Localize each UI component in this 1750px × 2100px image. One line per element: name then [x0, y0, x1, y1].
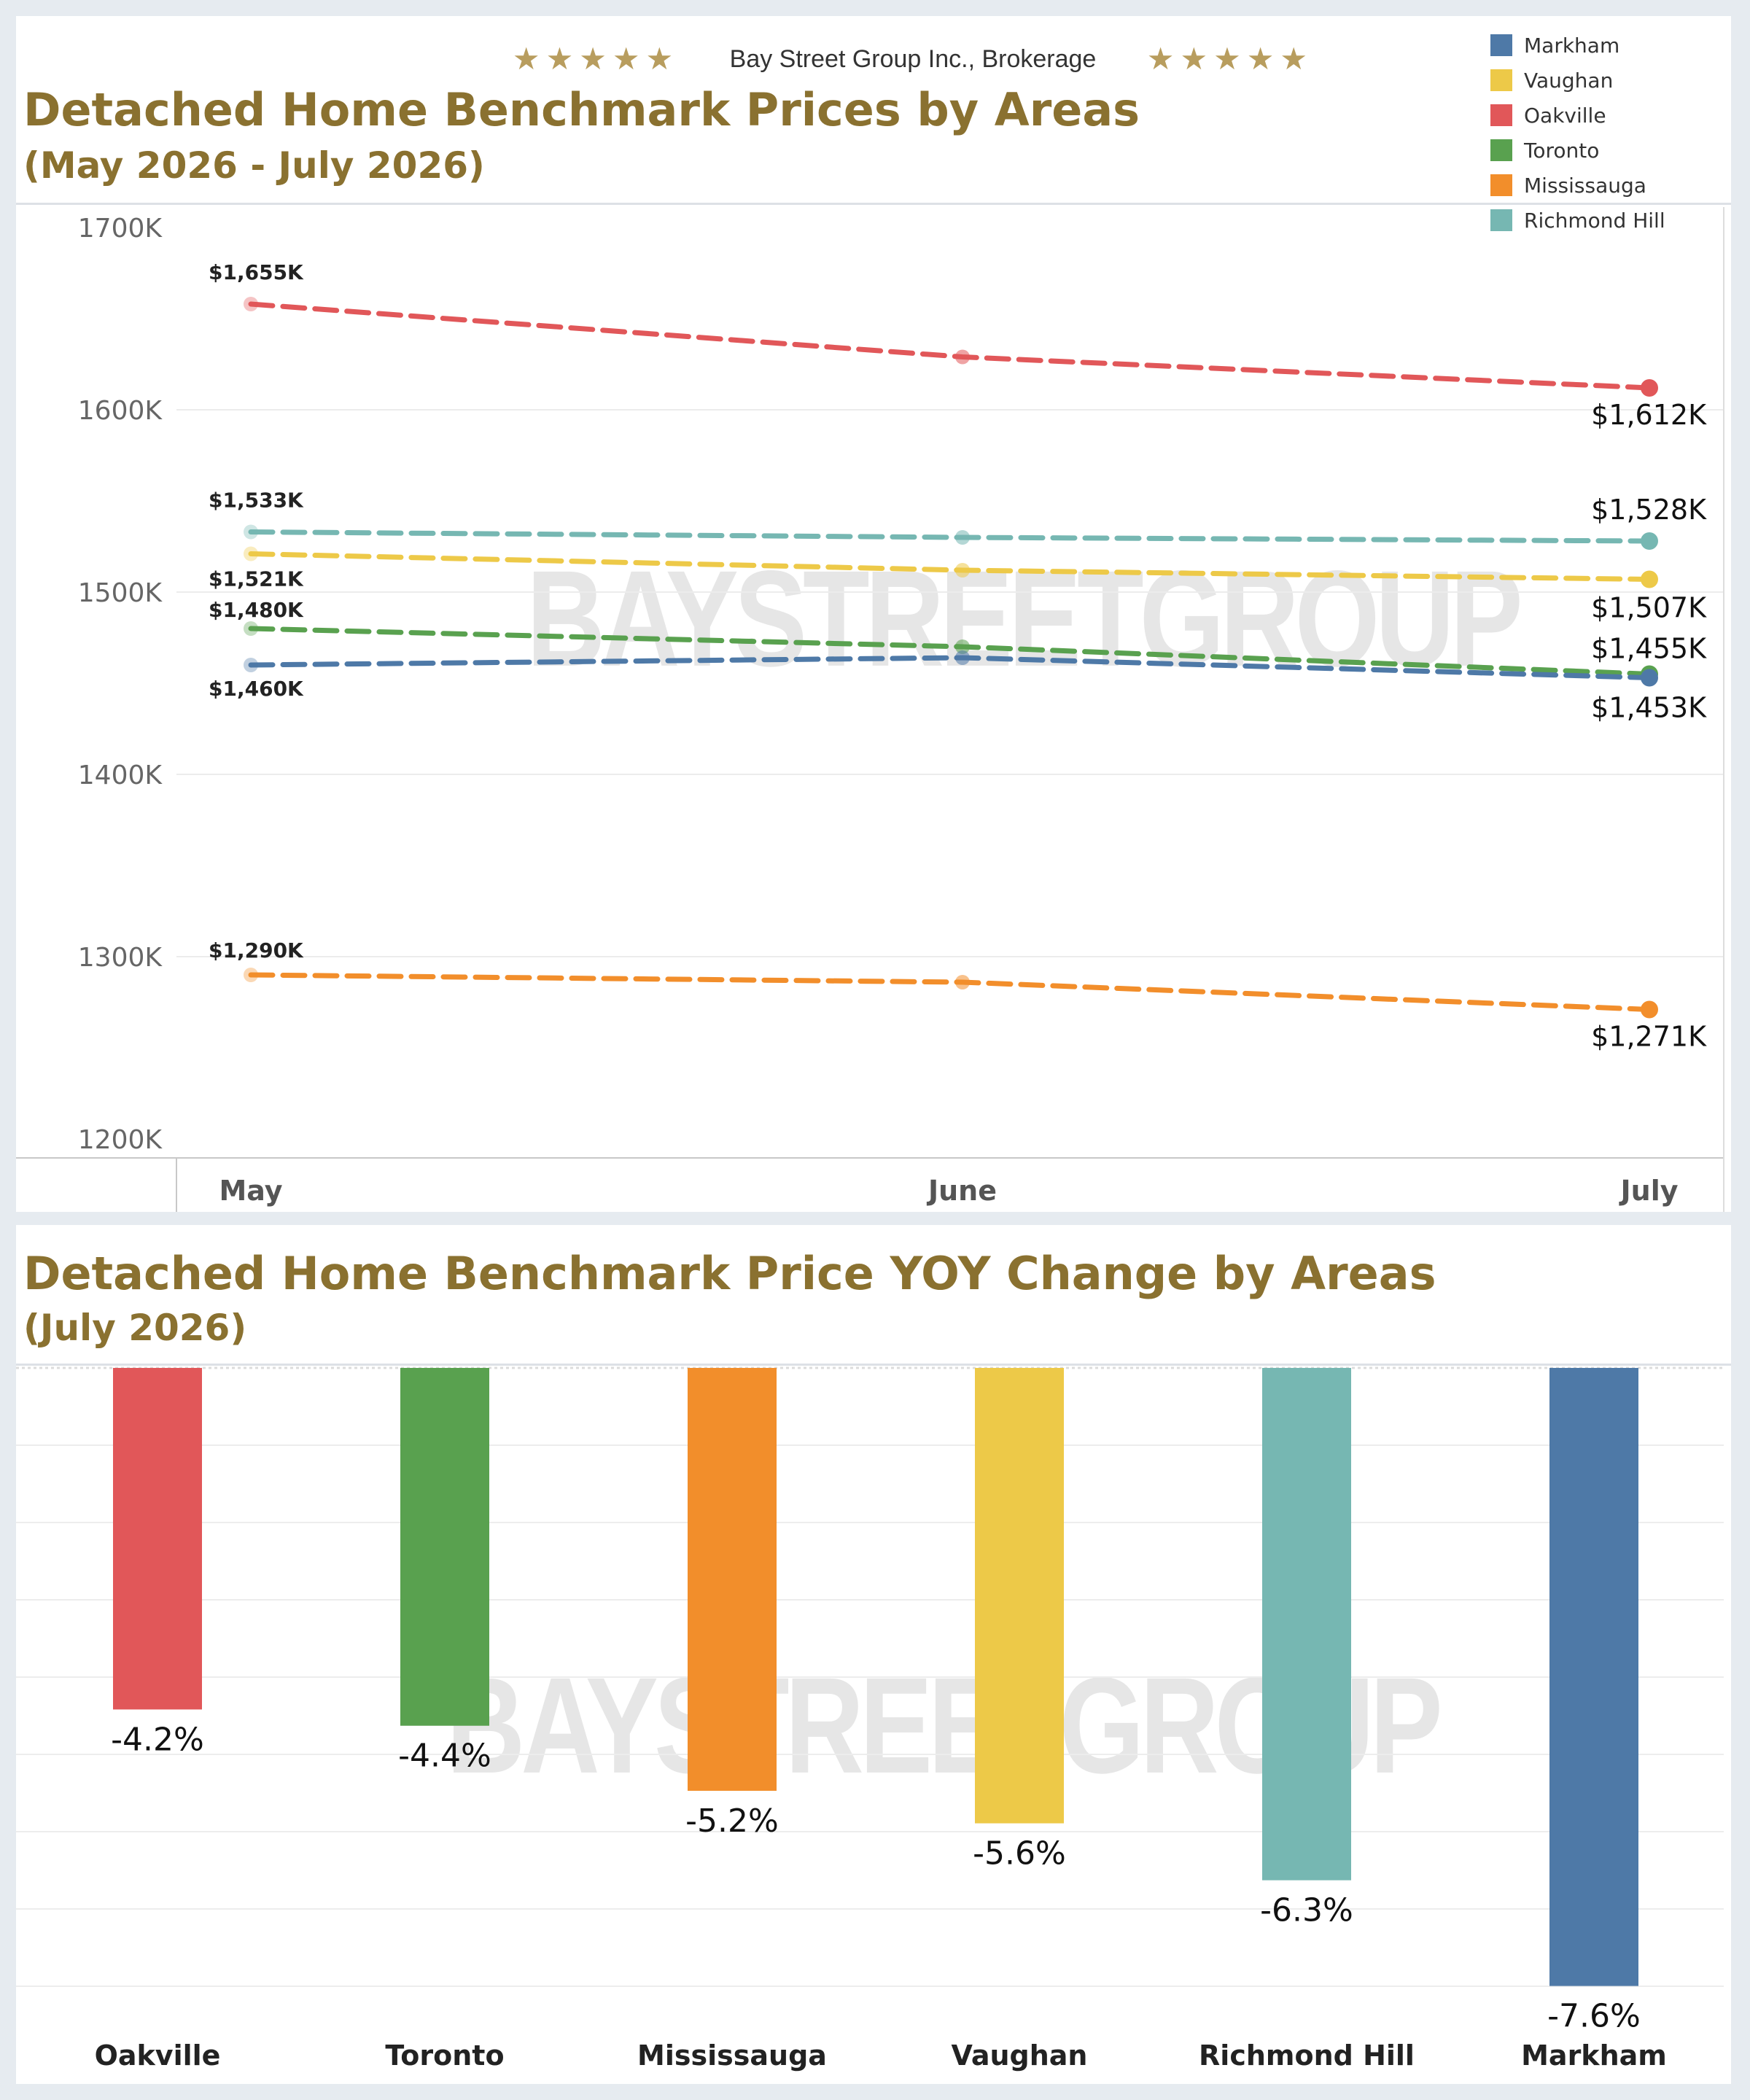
bar: [400, 1368, 489, 1726]
category-label: Mississauga: [637, 2039, 827, 2072]
data-point: [1641, 669, 1658, 687]
bar: [688, 1368, 777, 1791]
legend-swatch: [1490, 104, 1512, 126]
line-chart-subtitle: (May 2026 - July 2026): [23, 144, 485, 187]
legend-swatch: [1490, 69, 1512, 91]
data-point: [244, 297, 258, 311]
legend-item: Mississauga: [1490, 168, 1665, 203]
bar-value-label: -5.2%: [685, 1802, 779, 1840]
data-point: [244, 658, 258, 672]
data-label: $1,507K: [1591, 592, 1707, 624]
data-point: [1641, 570, 1658, 588]
line-chart: 1200K 1300K 1400K 1500K 1600K 1700K May June Jul…: [16, 207, 1724, 1212]
data-point: [244, 621, 258, 636]
bar-chart-subtitle: (July 2026): [23, 1307, 247, 1349]
data-point: [955, 349, 970, 365]
x-tick-label: June: [926, 1175, 997, 1207]
legend-item: Oakville: [1490, 98, 1665, 133]
bar-value-label: -6.3%: [1260, 1892, 1353, 1929]
y-tick-label: 1400K: [78, 761, 163, 790]
bar-header-divider: [16, 1364, 1731, 1366]
y-tick-label: 1200K: [78, 1125, 163, 1155]
x-tick-label: July: [1619, 1175, 1679, 1207]
bar-value-label: -7.6%: [1547, 1998, 1641, 2035]
category-label: Richmond Hill: [1199, 2039, 1415, 2072]
bar: [113, 1368, 202, 1710]
data-point: [244, 546, 258, 561]
line-chart-panel: ★★★★★ Bay Street Group Inc., Brokerage ★…: [16, 16, 1731, 1212]
data-point: [955, 650, 970, 665]
bar: [1549, 1368, 1638, 1986]
data-point: [955, 975, 970, 989]
legend-label: Oakville: [1524, 103, 1606, 128]
series-line: [248, 551, 1652, 582]
data-label: $1,480K: [209, 598, 304, 622]
bar-chart-title: Detached Home Benchmark Price YOY Change…: [23, 1247, 1436, 1300]
data-point: [244, 524, 258, 540]
y-tick-label: 1500K: [78, 578, 163, 608]
line-chart-title: Detached Home Benchmark Prices by Areas: [23, 83, 1140, 136]
legend-item: Vaughan: [1490, 63, 1665, 98]
legend-swatch: [1490, 209, 1512, 231]
legend-label: Vaughan: [1524, 68, 1614, 93]
star-rating-left-icon: ★★★★★: [512, 42, 680, 76]
legend-label: Mississauga: [1524, 173, 1646, 198]
brand-name: Bay Street Group Inc., Brokerage: [729, 45, 1097, 73]
legend-item: Richmond Hill: [1490, 203, 1665, 238]
legend-item: Markham: [1490, 28, 1665, 63]
category-label: Oakville: [95, 2039, 221, 2072]
data-label: $1,455K: [1591, 633, 1707, 665]
data-label: $1,453K: [1591, 692, 1707, 724]
data-point: [1641, 532, 1658, 550]
series-line: [248, 301, 1652, 391]
y-tick-label: 1300K: [78, 943, 163, 973]
brand-header: ★★★★★ Bay Street Group Inc., Brokerage ★…: [512, 41, 1314, 77]
legend-swatch: [1490, 139, 1512, 161]
legend-label: Markham: [1524, 33, 1620, 58]
legend-swatch: [1490, 34, 1512, 56]
x-tick-label: May: [219, 1175, 282, 1207]
legend-item: Toronto: [1490, 133, 1665, 168]
star-rating-right-icon: ★★★★★: [1146, 42, 1314, 76]
data-point: [955, 563, 970, 578]
series-line: [248, 529, 1652, 544]
header-divider: [16, 203, 1731, 205]
bar: [1262, 1368, 1351, 1881]
legend-label: Toronto: [1524, 138, 1600, 163]
data-label: $1,271K: [1591, 1021, 1707, 1053]
bar-value-label: -5.6%: [973, 1835, 1066, 1872]
data-label: $1,528K: [1591, 494, 1707, 526]
data-point: [1641, 379, 1658, 397]
bar-chart: -4.2% Oakville -4.4% Toronto -5.2% Mississaug…: [16, 1366, 1724, 2072]
legend-swatch: [1490, 174, 1512, 196]
category-label: Vaughan: [952, 2039, 1088, 2072]
data-point: [955, 530, 970, 545]
category-label: Markham: [1521, 2039, 1667, 2072]
series-line: [248, 972, 1652, 1012]
data-label: $1,533K: [209, 489, 304, 513]
category-label: Toronto: [385, 2039, 504, 2072]
bar-value-label: -4.4%: [398, 1738, 491, 1775]
y-tick-label: 1700K: [78, 214, 163, 244]
bar: [975, 1368, 1064, 1824]
data-label: $1,521K: [209, 567, 304, 591]
chart-legend: Markham Vaughan Oakville Toronto Mississauga…: [1490, 28, 1665, 238]
y-tick-label: 1600K: [78, 396, 163, 426]
data-point: [955, 639, 970, 654]
data-point: [244, 968, 258, 982]
data-label: $1,290K: [209, 938, 304, 962]
data-label: $1,460K: [209, 677, 304, 701]
bar-value-label: -4.2%: [111, 1721, 204, 1758]
legend-label: Richmond Hill: [1524, 208, 1665, 233]
data-point: [1641, 1000, 1658, 1019]
data-label: $1,612K: [1591, 399, 1707, 431]
series-line: [248, 626, 1652, 677]
bar-chart-panel: Detached Home Benchmark Price YOY Change…: [16, 1225, 1731, 2084]
data-label: $1,655K: [209, 260, 304, 284]
